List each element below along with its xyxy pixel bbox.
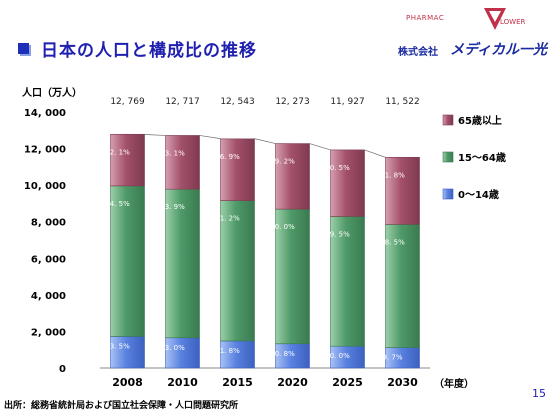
- x-tick-label: 2015: [222, 376, 253, 389]
- total-label: 11, 522: [385, 97, 419, 107]
- x-tick-label: 2008: [112, 376, 143, 389]
- total-label: 12, 273: [275, 97, 309, 107]
- data-label: 31. 8%: [380, 171, 405, 179]
- y-tick-label: 12, 000: [24, 145, 66, 156]
- total-label: 12, 543: [220, 97, 254, 107]
- y-tick-label: 14, 000: [24, 108, 66, 119]
- title-area: 日本の人口と構成比の推移: [18, 36, 257, 61]
- flower-logo-icon: [484, 8, 506, 30]
- data-label: 64. 5%: [105, 200, 130, 208]
- logo-lower-text: LOWER: [500, 18, 526, 26]
- data-label: 30. 5%: [325, 164, 350, 172]
- legend-label: 65歳以上: [458, 114, 502, 127]
- bar-segment: [110, 185, 145, 337]
- total-label: 11, 927: [330, 97, 364, 107]
- bar-segment: [165, 188, 200, 339]
- data-label: 60. 0%: [270, 223, 295, 231]
- y-tick-label: 8, 000: [31, 218, 66, 229]
- total-connector-line: [309, 143, 331, 151]
- total-connector-line: [364, 149, 386, 158]
- data-label: 63. 9%: [160, 203, 185, 211]
- y-tick-label: 2, 000: [31, 327, 66, 338]
- data-label: 23. 1%: [160, 149, 185, 157]
- logo-company-text: 株式会社: [398, 47, 438, 58]
- y-tick-label: 10, 000: [24, 181, 66, 192]
- data-label: 9. 7%: [382, 354, 402, 362]
- x-tick-label: 2010: [167, 376, 198, 389]
- y-tick-label: 6, 000: [31, 254, 66, 265]
- data-label: 26. 9%: [215, 153, 240, 161]
- y-tick-label: 4, 000: [31, 291, 66, 302]
- data-label: 11. 8%: [215, 347, 240, 355]
- bar-segment: [330, 216, 365, 347]
- y-axis-label: 人口（万人）: [22, 86, 82, 99]
- company-logo: PHARMAC LOWER 株式会社 メディカル一光: [392, 6, 552, 64]
- page-number: 15: [532, 387, 546, 400]
- total-connector-line: [254, 138, 276, 144]
- bar-segment: [330, 149, 365, 217]
- total-connector-line: [199, 135, 221, 139]
- x-axis-unit-label: （年度）: [434, 377, 474, 390]
- bar-segment: [165, 135, 200, 190]
- data-label: 13. 0%: [160, 344, 185, 352]
- logo-pharmac-text: PHARMAC: [406, 14, 445, 22]
- plot-area: 0 2, 000 4, 000 6, 000 8, 000 10, 000 12, 000 1…: [24, 97, 430, 389]
- bar-segment: [220, 340, 255, 369]
- title-bullet-icon: [18, 43, 29, 54]
- bar-segment: [165, 337, 200, 369]
- logo-brand-text: メディカル一光: [450, 42, 548, 58]
- data-label: 10. 0%: [325, 352, 350, 360]
- bar-segment: [220, 200, 255, 342]
- legend: 65歳以上 15～64歳 0～14歳: [442, 114, 506, 201]
- legend-swatch: [442, 114, 454, 126]
- data-label: 61. 2%: [215, 215, 240, 223]
- total-connector-line: [144, 134, 166, 136]
- bar-segment: [110, 133, 145, 187]
- x-tick-label: 2030: [387, 376, 418, 389]
- bar-segment: [275, 343, 310, 369]
- bar-segment: [220, 138, 255, 201]
- bar-segment: [275, 143, 310, 210]
- x-tick-label: 2020: [277, 376, 308, 389]
- bar-segment: [385, 157, 420, 225]
- plot-background: [100, 108, 430, 368]
- total-label: 12, 717: [165, 97, 199, 107]
- data-label: 29. 2%: [270, 158, 295, 166]
- bar-segment: [385, 224, 420, 348]
- total-label: 12, 769: [110, 97, 145, 107]
- legend-swatch: [442, 151, 454, 163]
- x-tick-label: 2025: [332, 376, 363, 389]
- page-title: 日本の人口と構成比の推移: [41, 41, 257, 61]
- bar-segment: [275, 208, 310, 345]
- legend-swatch: [442, 188, 454, 200]
- legend-label: 15～64歳: [458, 151, 506, 164]
- y-tick-label: 0: [59, 364, 66, 375]
- data-label: 22. 1%: [105, 148, 130, 156]
- bar-segment: [110, 336, 145, 369]
- data-label: 10. 8%: [270, 350, 295, 358]
- data-label: 58. 5%: [380, 238, 405, 246]
- source-note: 出所：総務省統計局および国立社会保障・人口問題研究所: [4, 401, 239, 411]
- data-label: 13. 5%: [105, 342, 130, 350]
- data-label: 59. 5%: [325, 230, 350, 238]
- legend-label: 0～14歳: [458, 188, 499, 201]
